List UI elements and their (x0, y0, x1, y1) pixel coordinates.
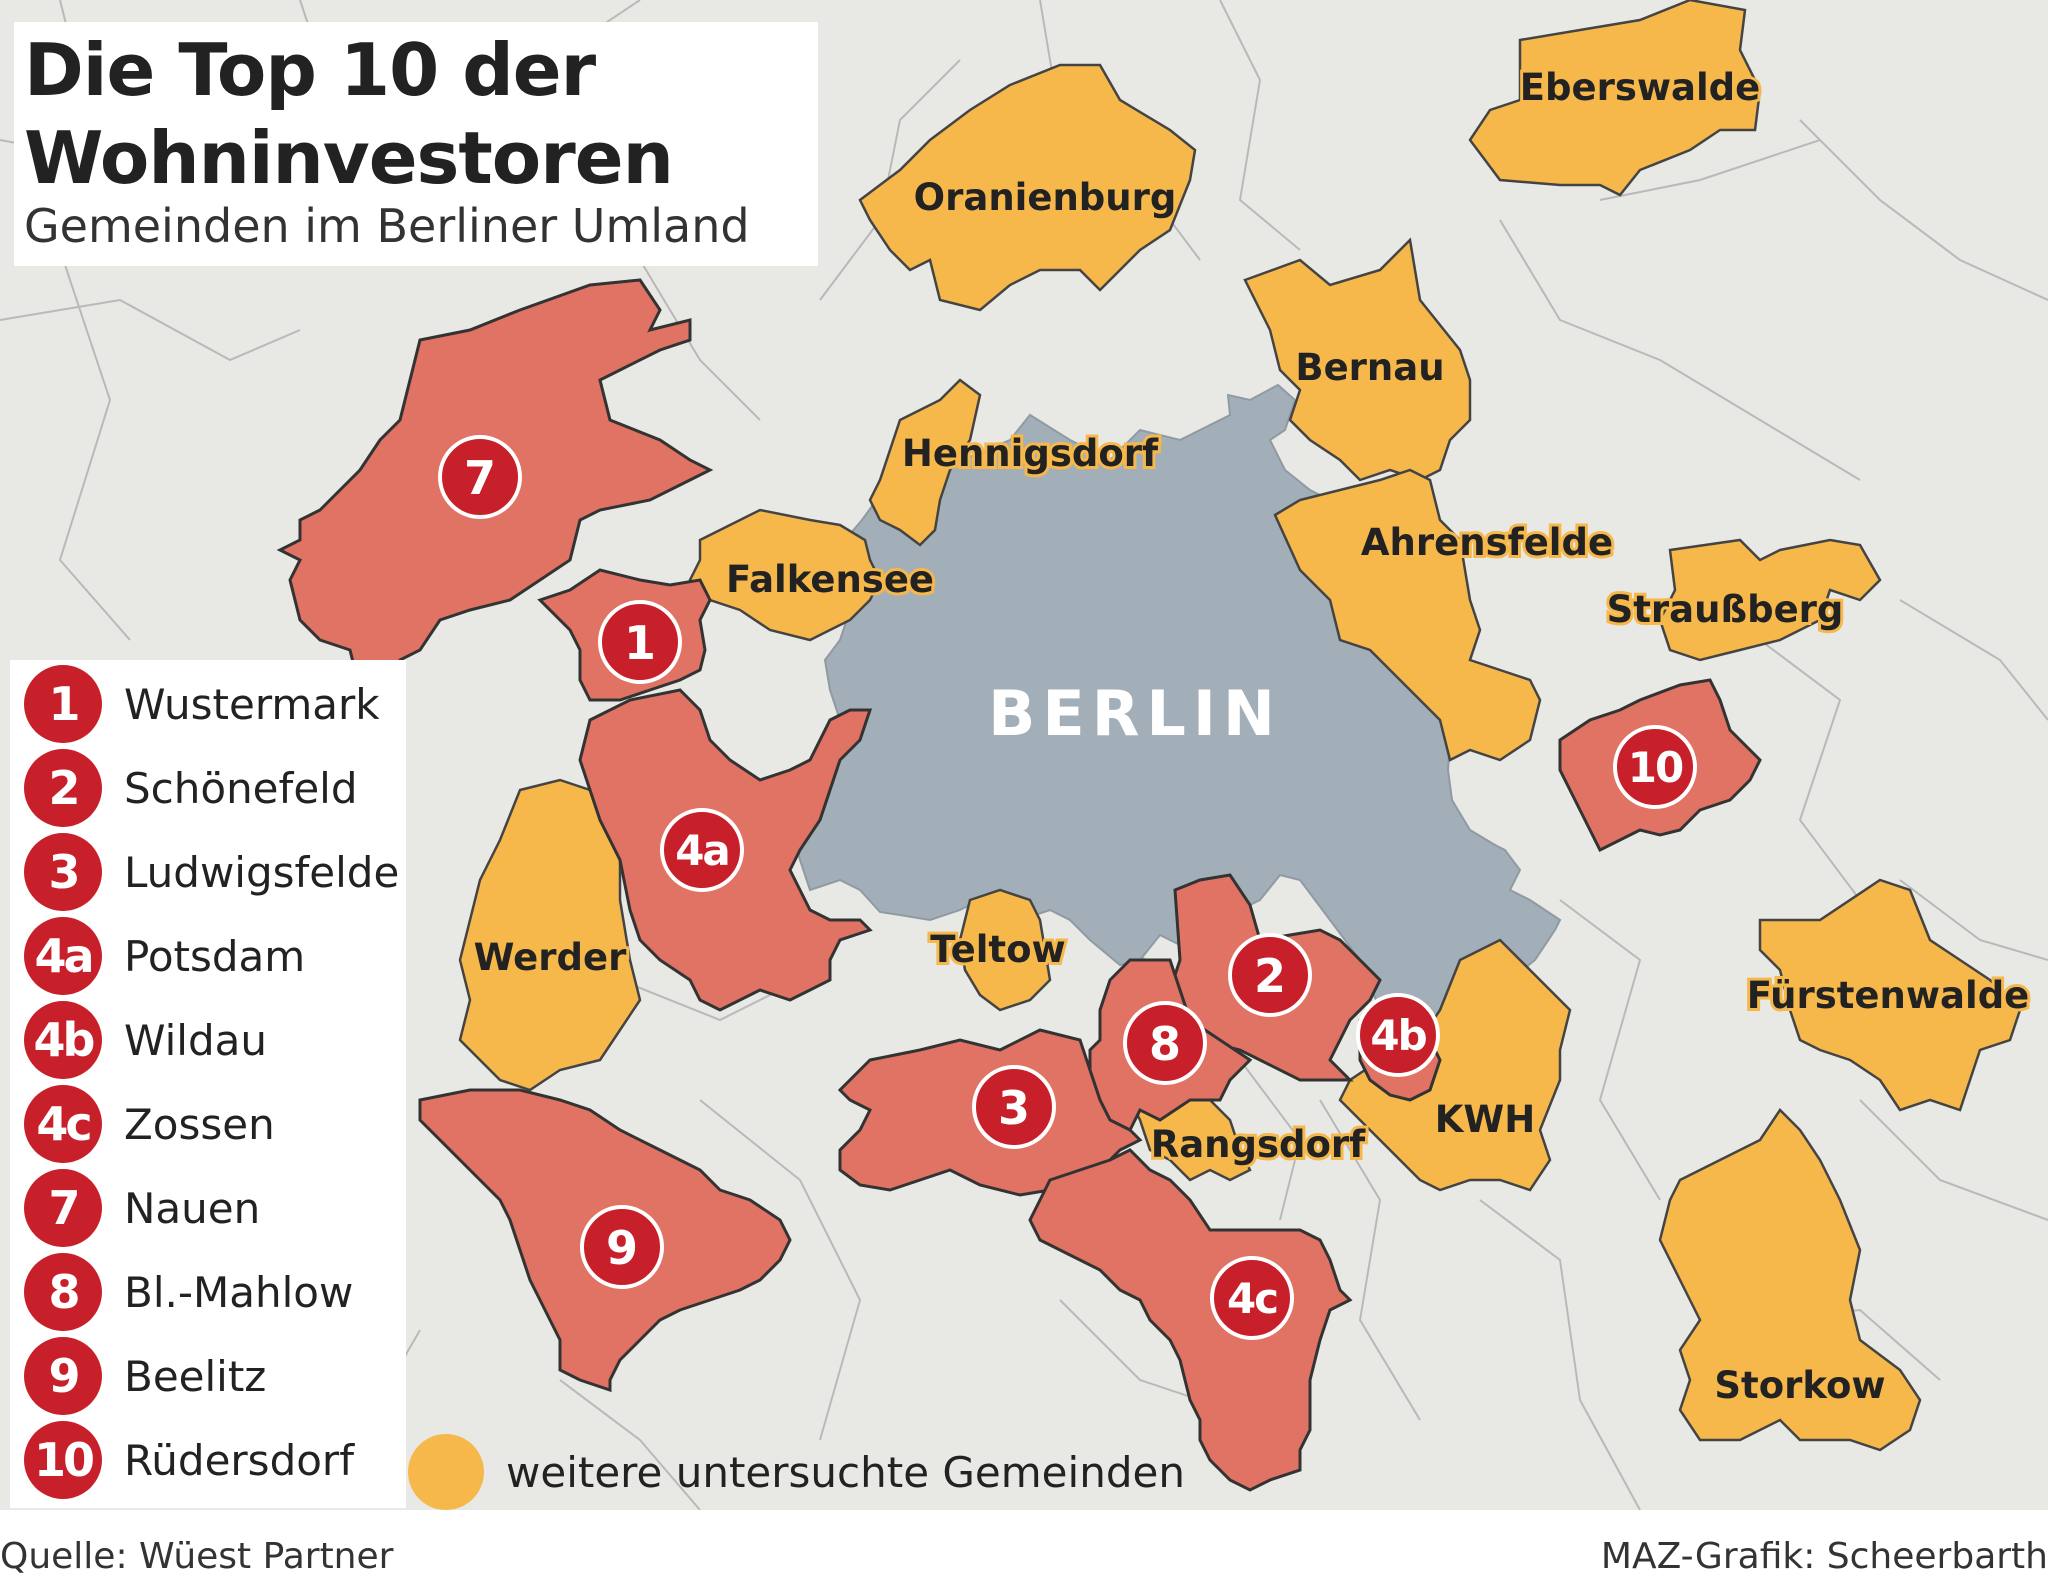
legend-badge-8: 8 (24, 1253, 102, 1331)
area-strausberg (1658, 538, 1882, 662)
legend-item-9: 9 Beelitz (24, 1336, 266, 1416)
legend-badge-7: 7 (24, 1169, 102, 1247)
area-bernau (1243, 237, 1472, 482)
marker-10: 10 (1613, 725, 1697, 809)
area-teltow (958, 888, 1052, 1012)
legend-item-2: 2 Schönefeld (24, 748, 357, 828)
legend-item-4a: 4a Potsdam (24, 916, 305, 996)
label-eberswalde: Eberswalde (1520, 66, 1761, 109)
label-bernau: Bernau (1295, 346, 1444, 389)
berlin-label: BERLIN (988, 677, 1282, 750)
legend: 1 Wustermark 2 Schönefeld 3 Ludwigsfelde… (10, 660, 406, 1508)
marker-9: 9 (580, 1205, 664, 1289)
legend-name-9: Beelitz (124, 1351, 267, 1401)
marker-1: 1 (598, 600, 682, 684)
marker-4b: 4b (1356, 993, 1440, 1077)
marker-3-label: 3 (998, 1081, 1030, 1135)
legend-item-10: 10 Rüdersdorf (24, 1420, 354, 1500)
legend-item-7: 7 Nauen (24, 1168, 260, 1248)
area-oranienburg (858, 63, 1197, 312)
extra-legend-swatch (408, 1434, 484, 1510)
label-teltow: Teltow (930, 928, 1065, 971)
label-storkow: Storkow (1714, 1364, 1885, 1407)
legend-item-1: 1 Wustermark (24, 664, 380, 744)
marker-4a: 4a (660, 808, 744, 892)
legend-item-3: 3 Ludwigsfelde (24, 832, 399, 912)
legend-item-8: 8 Bl.-Mahlow (24, 1252, 353, 1332)
marker-10-label: 10 (1628, 743, 1683, 792)
label-ahrensfelde: Ahrensfelde (1361, 521, 1613, 564)
label-kwh: KWH (1435, 1098, 1535, 1141)
legend-badge-1: 1 (24, 665, 102, 743)
area-zossen (1028, 1148, 1353, 1492)
legend-name-8: Bl.-Mahlow (124, 1267, 354, 1317)
label-hennigsdorf: Hennigsdorf (902, 432, 1159, 475)
marker-2: 2 (1228, 933, 1312, 1017)
marker-4c: 4c (1210, 1256, 1294, 1340)
other-municipality-areas (458, 0, 2022, 1452)
marker-7-label: 7 (464, 451, 496, 505)
municipality-labels: Eberswalde Oranienburg Bernau Hennigsdor… (471, 63, 2033, 1410)
legend-name-10: Rüdersdorf (124, 1435, 354, 1485)
marker-4b-label: 4b (1370, 1011, 1426, 1060)
legend-badge-2: 2 (24, 749, 102, 827)
marker-9-label: 9 (606, 1221, 638, 1275)
label-falkensee: Falkensee (726, 558, 934, 601)
marker-4c-label: 4c (1227, 1274, 1277, 1323)
marker-1-label: 1 (624, 616, 656, 670)
legend-name-7: Nauen (124, 1183, 261, 1233)
title-box: Die Top 10 der Wohninvestoren Gemeinden … (14, 22, 818, 266)
area-fuerstenwalde (1758, 878, 2022, 1112)
legend-badge-10: 10 (24, 1421, 102, 1499)
legend-badge-3: 3 (24, 833, 102, 911)
map-subtitle: Gemeinden im Berliner Umland (24, 199, 750, 253)
marker-8-label: 8 (1149, 1017, 1181, 1071)
marker-8: 8 (1123, 1001, 1207, 1085)
legend-item-4c: 4c Zossen (24, 1084, 275, 1164)
rank-markers: 7 1 4a 10 2 8 (438, 435, 1697, 1340)
label-oranienburg: Oranienburg (914, 176, 1177, 219)
marker-2-label: 2 (1254, 949, 1286, 1003)
legend-name-2: Schönefeld (124, 763, 358, 813)
legend-name-4a: Potsdam (124, 931, 306, 981)
area-ahrensfelde (1273, 468, 1542, 762)
legend-badge-9: 9 (24, 1337, 102, 1415)
extra-municipalities-legend: weitere untersuchte Gemeinden (408, 1432, 1185, 1512)
label-strausberg: Straußberg (1607, 588, 1844, 631)
area-hennigsdorf (868, 378, 982, 547)
source-note: Quelle: Wüest Partner (0, 1536, 394, 1577)
legend-badge-4c: 4c (24, 1085, 102, 1163)
title-line-1: Die Top 10 der (24, 28, 596, 112)
graphic-credit: MAZ-Grafik: Scheerbarth (1600, 1536, 2048, 1577)
marker-4a-label: 4a (675, 826, 729, 875)
legend-badge-4a: 4a (24, 917, 102, 995)
legend-item-4b: 4b Wildau (24, 1000, 267, 1080)
legend-badge-4b: 4b (24, 1001, 102, 1079)
label-rangsdorf: Rangsdorf (1151, 1123, 1366, 1166)
marker-7: 7 (438, 435, 522, 519)
legend-name-4b: Wildau (124, 1015, 267, 1065)
legend-name-1: Wustermark (124, 679, 380, 729)
label-fuerstenwalde: Fürstenwalde (1747, 974, 2030, 1017)
label-werder: Werder (474, 936, 627, 979)
legend-name-3: Ludwigsfelde (124, 847, 400, 897)
legend-name-4c: Zossen (124, 1099, 275, 1149)
marker-3: 3 (972, 1065, 1056, 1149)
map-title: Die Top 10 der Wohninvestoren (24, 26, 674, 202)
extra-legend-label: weitere untersuchte Gemeinden (506, 1447, 1185, 1497)
area-eberswalde (1468, 0, 1762, 197)
title-line-2: Wohninvestoren (24, 116, 674, 200)
area-storkow (1658, 1108, 1922, 1452)
